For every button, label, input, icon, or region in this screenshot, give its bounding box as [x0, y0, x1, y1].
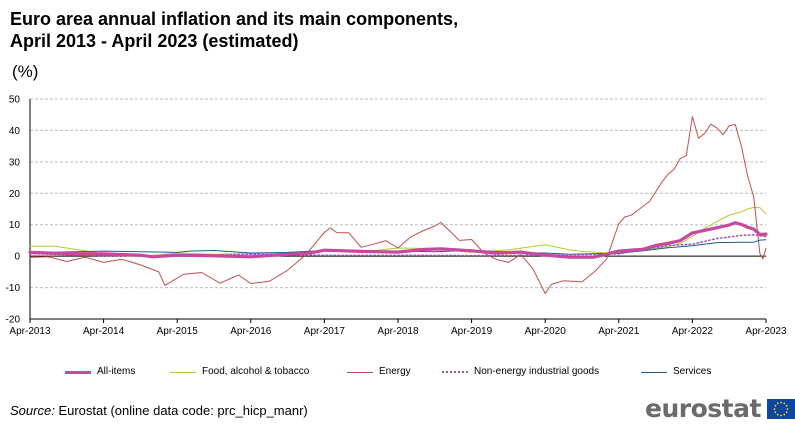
x-tick-label: Apr-2013: [9, 326, 51, 337]
legend-item: Non-energy industrial goods: [442, 366, 599, 377]
y-tick-label: 50: [9, 95, 21, 106]
x-tick-label: Apr-2019: [451, 326, 493, 337]
eurostat-logo: eurostat: [645, 394, 795, 423]
y-tick-label: -20: [6, 315, 21, 326]
legend-swatch: [442, 371, 468, 373]
legend-label: All-items: [97, 366, 136, 377]
series-line-food-alcohol-tobacco: [29, 206, 767, 257]
legend-label: Energy: [379, 366, 411, 377]
flag-star: [783, 413, 786, 416]
chart-title: Euro area annual inflation and its main …: [10, 8, 458, 52]
y-tick-label: 20: [9, 189, 21, 200]
y-tick-label: 10: [9, 220, 21, 231]
flag-star: [774, 404, 777, 407]
eu-flag-icon: [766, 398, 795, 419]
series-line-all-items: [28, 221, 768, 259]
x-tick-label: Apr-2015: [157, 326, 199, 337]
flag-star: [773, 407, 776, 410]
x-tick-label: Apr-2016: [230, 326, 272, 337]
source-note: Source: Eurostat (online data code: prc_…: [10, 403, 308, 418]
flag-star: [785, 410, 788, 413]
line-chart: -20 -10 0 10 20 30 40 50 Apr-2013 Apr-2014 Apr-201…: [6, 95, 787, 338]
x-tick-label: Apr-2021: [598, 326, 640, 337]
series-line-energy: [29, 116, 767, 294]
flag-star: [780, 414, 782, 416]
legend-swatch: [65, 370, 91, 374]
legend-swatch: [170, 371, 196, 373]
legend-item: Services: [641, 366, 711, 377]
title-line-1: Euro area annual inflation and its main …: [10, 9, 459, 29]
flag-star: [786, 407, 789, 410]
logo-wordmark: eurostat: [645, 394, 761, 423]
legend-swatch: [347, 371, 373, 373]
legend-label: Services: [673, 366, 712, 377]
legend-label: Non-energy industrial goods: [474, 366, 600, 377]
legend-item: Energy: [347, 366, 411, 377]
flag-star: [774, 410, 777, 413]
legend-item: Food, alcohol & tobacco: [170, 366, 309, 377]
y-tick-label: 30: [9, 157, 21, 168]
y-tick-label: 0: [14, 252, 20, 263]
x-tick-label: Apr-2022: [672, 326, 714, 337]
chart-legend: All-items Food, alcohol & tobacco Energy No…: [0, 366, 795, 384]
x-tick-label: Apr-2017: [304, 326, 346, 337]
title-line-2: April 2013 - April 2023 (estimated): [10, 31, 299, 51]
x-tick-label: Apr-2023: [745, 326, 787, 337]
source-text: Eurostat (online data code: prc_hicp_man…: [58, 403, 308, 418]
flag-star: [780, 401, 782, 403]
y-tick-label: 40: [9, 126, 21, 137]
y-unit-label: (%): [12, 62, 39, 81]
source-label: Source:: [10, 403, 55, 418]
flag-star: [776, 401, 779, 404]
y-tick-label: -10: [6, 283, 21, 294]
flag-star: [785, 404, 788, 407]
legend-label: Food, alcohol & tobacco: [202, 366, 310, 377]
flag-star: [783, 401, 786, 404]
x-tick-label: Apr-2018: [377, 326, 419, 337]
legend-swatch: [641, 371, 667, 373]
x-tick-label: Apr-2020: [525, 326, 567, 337]
x-tick-label: Apr-2014: [83, 326, 125, 337]
flag-star: [776, 413, 779, 416]
legend-item: All-items: [65, 366, 135, 377]
